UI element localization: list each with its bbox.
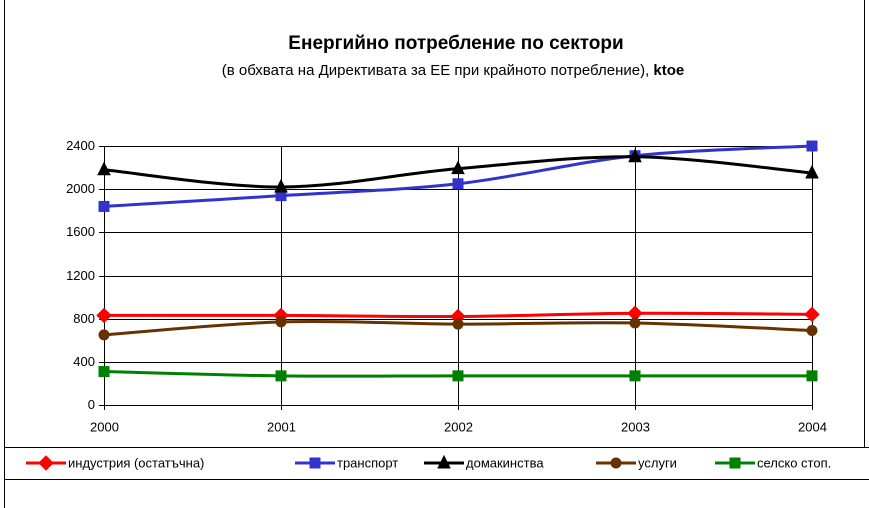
y-tick-label: 2000 <box>66 181 95 196</box>
y-tick-label: 1200 <box>66 268 95 283</box>
legend-label: услуги <box>638 455 677 470</box>
legend-marker <box>437 454 451 469</box>
y-tick-label: 400 <box>73 354 95 369</box>
data-point <box>451 160 465 175</box>
legend-label: транспорт <box>337 455 398 470</box>
y-tick-label: 800 <box>73 311 95 326</box>
data-point <box>629 317 641 329</box>
unit: ktoe <box>653 62 684 79</box>
data-point <box>274 178 288 193</box>
x-tick-label: 2002 <box>444 419 473 434</box>
chart-title: Енергийно потребление по сектори <box>288 33 623 54</box>
data-point <box>805 164 819 179</box>
data-point <box>452 318 464 330</box>
subtitle: (в обхвата на Директивата за ЕЕ при край… <box>222 62 650 79</box>
data-point <box>97 161 111 176</box>
data-point <box>275 316 287 328</box>
data-point <box>452 178 464 190</box>
legend-marker <box>309 457 321 469</box>
legend-marker <box>38 455 54 471</box>
x-tick-label: 2001 <box>267 419 296 434</box>
x-tick-label: 2004 <box>798 419 827 434</box>
data-point <box>96 307 112 324</box>
legend-marker <box>729 457 741 469</box>
x-tick-label: 2003 <box>621 419 650 434</box>
data-point <box>806 325 818 337</box>
data-point <box>806 140 818 152</box>
chart-subtitle: (в обхвата на Директивата за ЕЕ при край… <box>222 62 685 79</box>
data-point <box>275 370 287 382</box>
legend-label: домакинства <box>466 455 544 470</box>
data-point <box>629 370 641 382</box>
data-point <box>98 329 110 341</box>
y-tick-label: 0 <box>88 397 95 412</box>
legend-label: селско стоп. <box>757 455 831 470</box>
data-point <box>804 306 820 323</box>
y-tick-label: 2400 <box>66 138 95 153</box>
data-point <box>806 370 818 382</box>
data-point <box>98 200 110 212</box>
y-tick-label: 1600 <box>66 224 95 239</box>
data-point <box>452 370 464 382</box>
x-tick-label: 2000 <box>90 419 119 434</box>
legend-marker <box>610 457 622 469</box>
legend-label: индустрия (остатъчна) <box>68 455 204 470</box>
data-point <box>628 148 642 163</box>
data-point <box>98 366 110 378</box>
